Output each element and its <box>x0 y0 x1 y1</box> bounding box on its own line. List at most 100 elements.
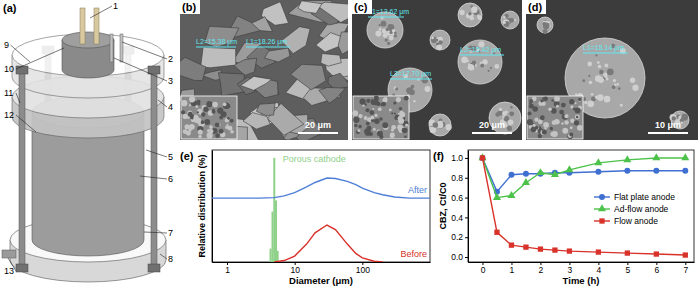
y-axis-title: Relative distribution (%) <box>197 154 207 257</box>
bolt-nut <box>16 66 28 74</box>
scale-bar <box>472 132 512 134</box>
tick-label: 100 <box>356 265 370 275</box>
legend-label: Flat plate anode <box>614 192 675 202</box>
sem-texture <box>395 87 398 90</box>
sem-inset-texture <box>405 124 408 127</box>
series-labels: Porous cathodeAfterBefore <box>283 154 427 259</box>
sem-inset-texture <box>398 116 403 121</box>
sem-inset-texture <box>534 118 538 122</box>
sem-texture <box>607 69 614 76</box>
panel-label: (b) <box>182 1 196 13</box>
sem-inset-texture <box>577 109 580 112</box>
tick: 10 <box>290 262 300 275</box>
marker <box>623 155 631 162</box>
sem-inset-texture <box>186 131 191 136</box>
tick-label: 0.2 <box>451 232 463 242</box>
sem-inset-texture <box>538 134 542 138</box>
sem-texture <box>431 37 434 40</box>
sem-particle <box>458 40 502 84</box>
sem-flake <box>241 76 272 90</box>
inner-cylinder-top <box>62 32 114 48</box>
legend-label: Ad-flow anode <box>614 204 669 214</box>
marker <box>480 155 486 161</box>
panel-label: (f) <box>433 150 444 162</box>
sem-particle <box>537 17 553 33</box>
sem-background <box>352 0 522 140</box>
sem-particle <box>367 12 403 48</box>
sem-texture <box>507 126 512 131</box>
tick-label: 5 <box>625 265 630 275</box>
sem-inset-texture <box>561 122 563 124</box>
tick: 3 <box>568 262 573 275</box>
sem-inset-texture <box>402 127 408 133</box>
measure-line <box>196 47 236 48</box>
marker <box>552 247 557 252</box>
panel-label: (c) <box>354 1 368 13</box>
sem-inset-texture <box>390 134 395 139</box>
sem-inset-texture <box>201 112 205 116</box>
series-label: Before <box>400 249 427 259</box>
marker <box>652 153 660 160</box>
sem-flake <box>338 32 348 54</box>
sem-inset-texture <box>552 131 558 137</box>
tick-label: 0.6 <box>451 193 463 203</box>
y-axis: 0.00.20.40.60.81.0 <box>451 151 468 263</box>
tick: 6 <box>654 262 659 275</box>
tick: 0.0 <box>451 252 468 262</box>
sem-inset-texture <box>358 125 361 128</box>
callout-line <box>160 254 167 259</box>
tick: 0 <box>481 262 486 275</box>
sem-inset-texture <box>390 133 395 138</box>
series-line <box>482 158 685 255</box>
panel-label-box <box>352 0 372 14</box>
bolt-nut <box>148 66 160 74</box>
sem-inset-texture <box>373 128 376 131</box>
callout-label: 7 <box>168 228 173 238</box>
marker <box>567 248 572 253</box>
series-label: Porous cathode <box>283 154 346 164</box>
marker <box>522 178 530 185</box>
sem-inset-texture <box>564 114 568 118</box>
sem-texture <box>470 16 474 20</box>
tick-mark <box>465 237 468 238</box>
sem-texture <box>440 41 442 43</box>
marker <box>654 251 659 256</box>
callout-label: 11 <box>4 88 13 98</box>
measure-label: L3=17.70 μm <box>390 70 431 78</box>
sem-texture <box>389 36 394 41</box>
marker <box>653 168 659 174</box>
measure-line <box>246 47 290 48</box>
sem-flake <box>298 1 322 14</box>
x-axis-line <box>469 262 695 263</box>
measure-label: L1=18.26 μm <box>246 38 287 46</box>
panel-c: L1=13.62 μmL2=15.42 μmL3=17.70 μm20 μm(c… <box>352 0 522 140</box>
tick: 7 <box>683 262 688 275</box>
sem-texture <box>604 64 608 68</box>
sem-inset-texture <box>574 120 579 125</box>
sem-inset-texture <box>194 115 198 119</box>
marker <box>596 249 601 254</box>
sem-texture <box>588 75 590 77</box>
scale-bar-label: 20 μm <box>479 120 505 130</box>
x-axis: 01234567 <box>469 262 695 275</box>
sem-texture <box>597 94 604 101</box>
sem-texture <box>587 62 592 67</box>
sem-inset-texture <box>529 104 534 109</box>
figure: (a)12345678910111213L2=15.38 μmL1=18.26 … <box>0 0 700 286</box>
panel-a: (a)12345678910111213 <box>2 1 173 282</box>
marker <box>480 155 485 160</box>
series-line <box>274 225 382 262</box>
marker <box>595 169 601 175</box>
sem-inset-texture <box>219 129 224 134</box>
callout-label: 6 <box>168 174 173 184</box>
marker <box>565 165 573 172</box>
sem-texture <box>499 108 502 111</box>
sem-texture <box>597 61 600 64</box>
callout-label: 13 <box>4 266 14 276</box>
tick-label: 1.0 <box>451 153 463 163</box>
sem-flake <box>256 103 275 115</box>
callout-line <box>90 6 112 18</box>
sem-flake <box>234 58 257 75</box>
sem-inset-texture <box>548 107 552 111</box>
callout-line <box>16 115 36 132</box>
